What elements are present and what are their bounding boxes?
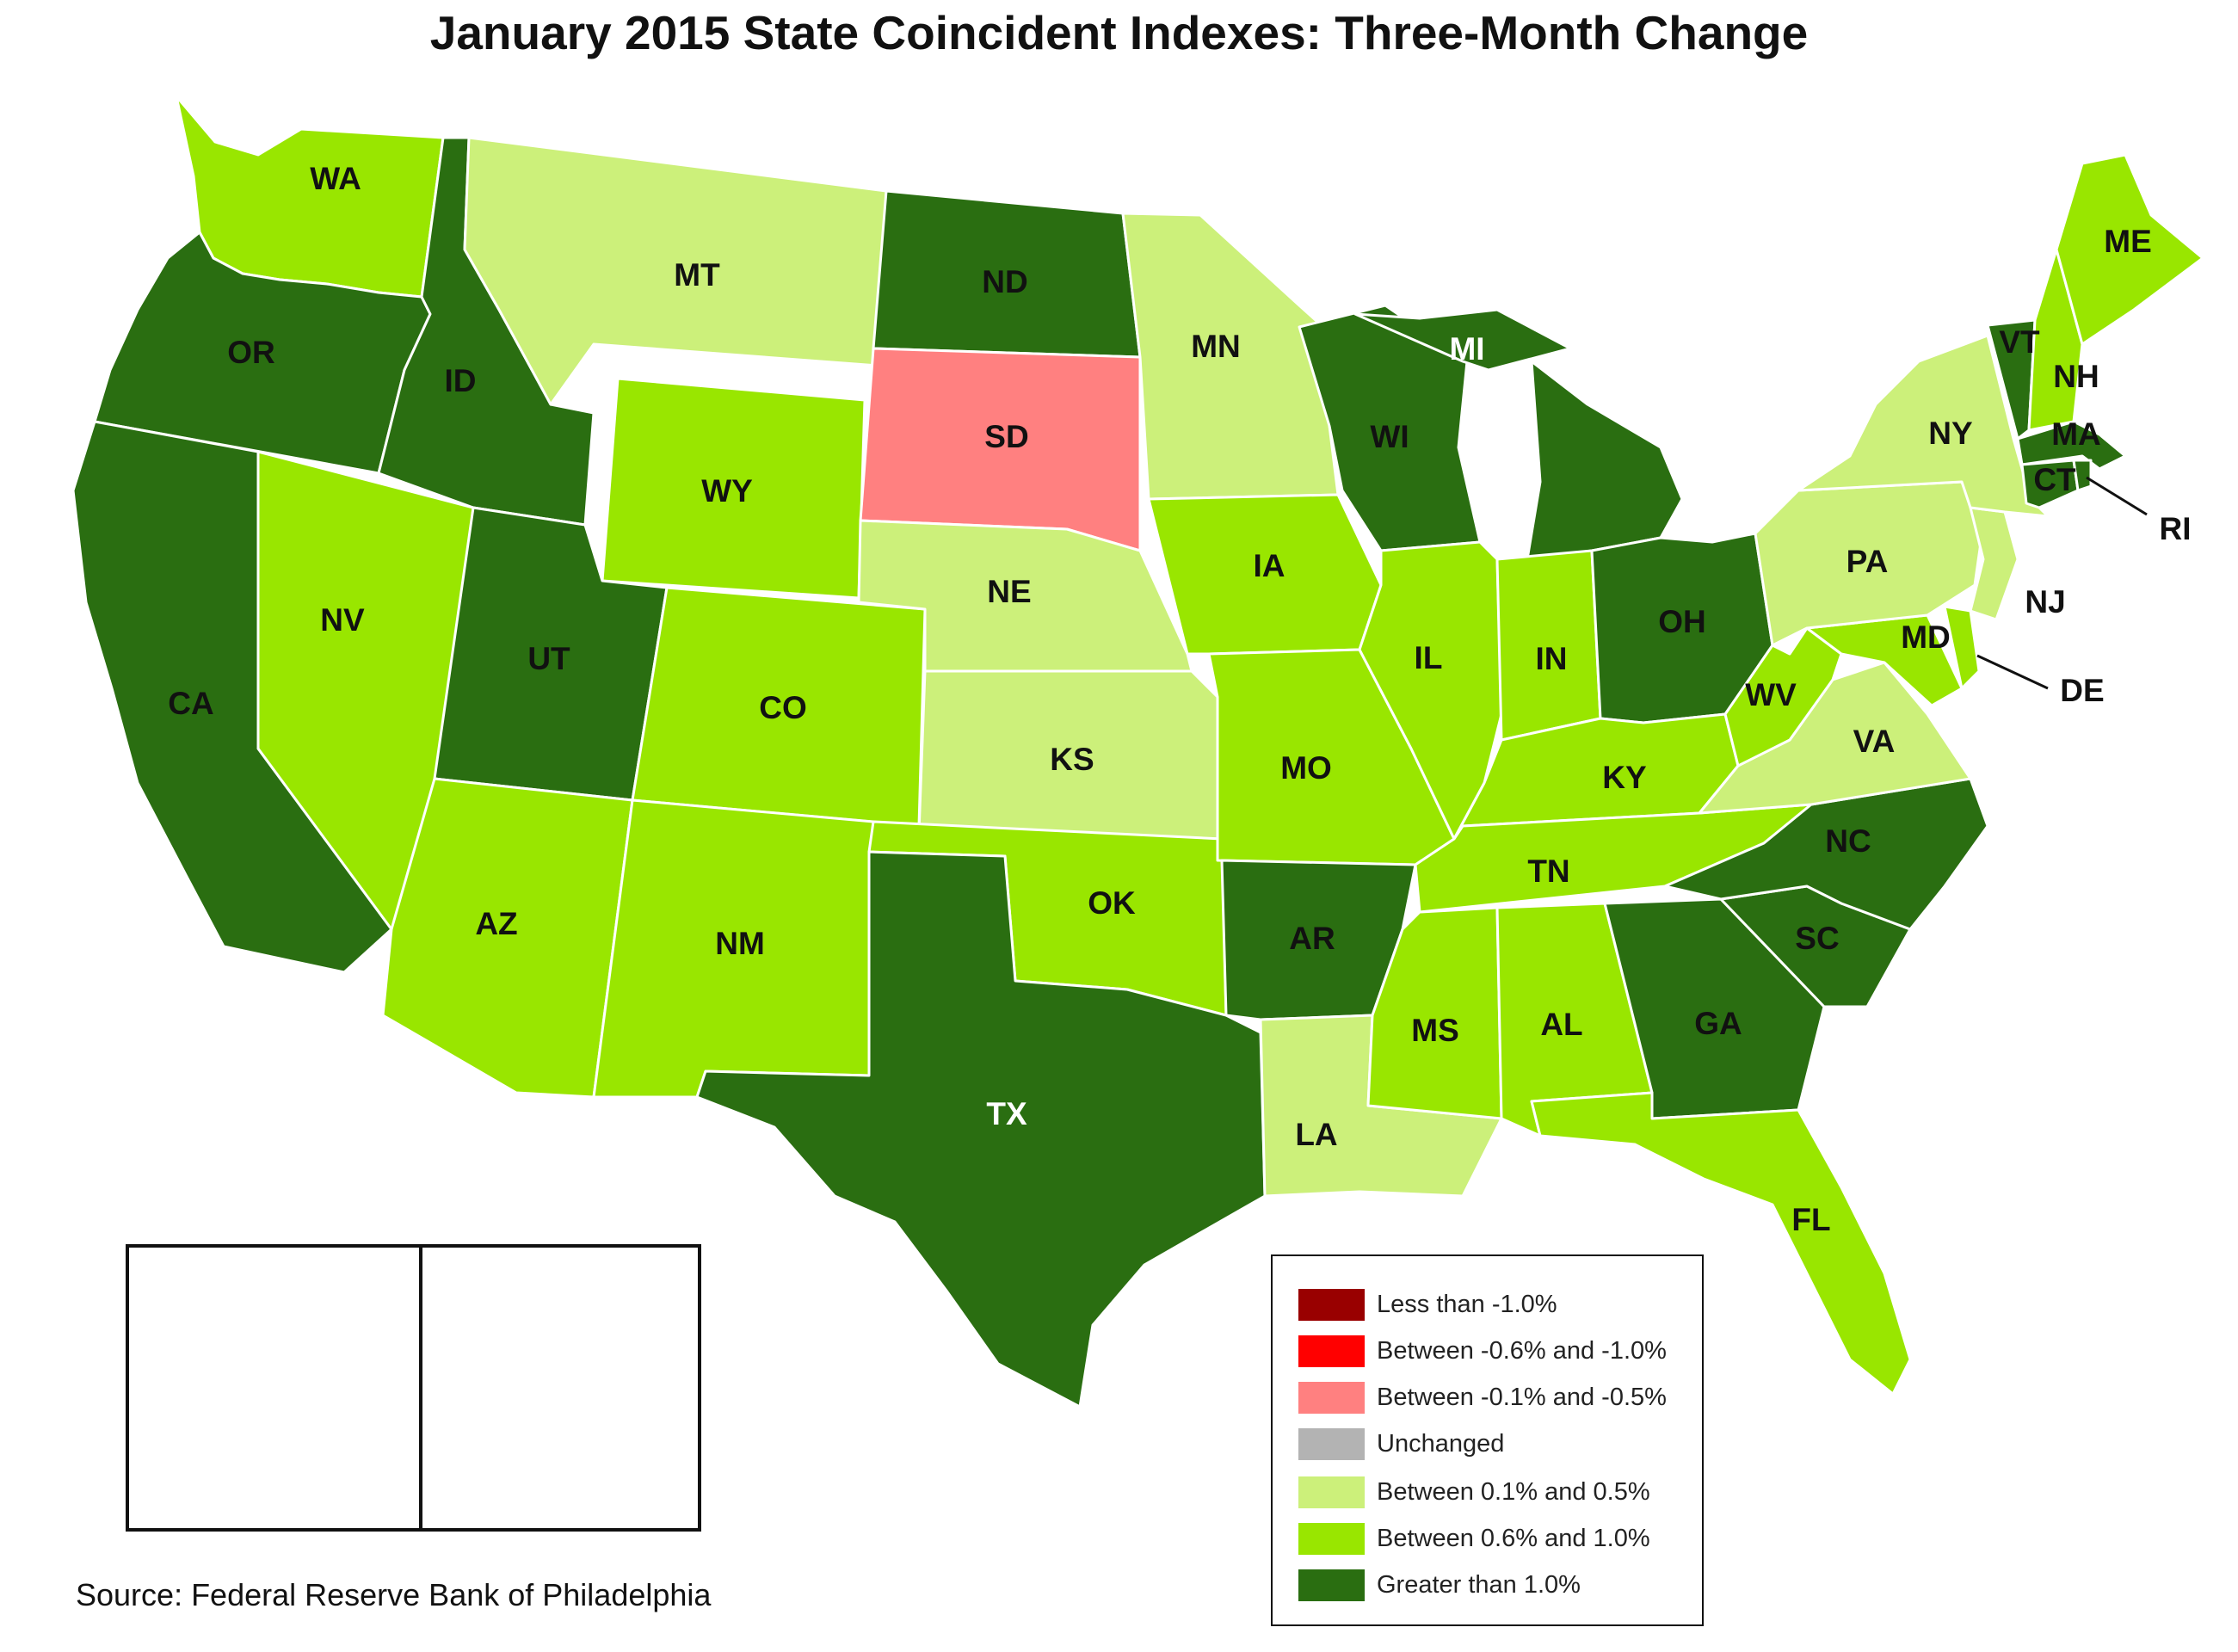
state-label-nv: NV (320, 602, 365, 638)
state-label-sc: SC (1795, 921, 1839, 956)
state-label-nd: ND (982, 264, 1027, 299)
legend-swatch (1298, 1569, 1365, 1601)
state-NC[interactable] (1663, 777, 1989, 931)
state-label-ri: RI (2160, 511, 2192, 546)
state-TX[interactable] (695, 850, 1267, 1409)
state-label-ny: NY (1928, 416, 1973, 451)
state-label-or: OR (227, 335, 275, 370)
state-label-va: VA (1853, 724, 1896, 759)
legend-item: Greater than 1.0% (1298, 1568, 1581, 1602)
state-label-wy: WY (701, 473, 753, 509)
legend-swatch (1298, 1427, 1365, 1460)
state-label-mn: MN (1191, 329, 1241, 364)
state-label-mo: MO (1280, 750, 1332, 786)
legend-swatch (1298, 1381, 1365, 1414)
state-label-me: ME (2104, 224, 2152, 259)
state-label-il: IL (1415, 640, 1443, 675)
legend-label: Greater than 1.0% (1377, 1570, 1581, 1599)
legend-swatch (1298, 1476, 1365, 1508)
state-label-co: CO (759, 690, 807, 725)
legend-item: Between -0.1% and -0.5% (1298, 1380, 1667, 1415)
state-label-sd: SD (984, 419, 1028, 454)
state-label-tn: TN (1527, 854, 1569, 889)
legend-item: Between 0.6% and 1.0% (1298, 1521, 1650, 1556)
state-RI[interactable] (2072, 459, 2093, 492)
state-NH[interactable] (2027, 248, 2084, 432)
state-label-az: AZ (475, 906, 517, 941)
state-label-la: LA (1295, 1117, 1337, 1152)
legend-item: Between 0.1% and 0.5% (1298, 1475, 1650, 1509)
state-label-wv: WV (1745, 677, 1797, 712)
callout-line-de (1976, 654, 2049, 690)
callout-line-ri (2086, 476, 2148, 516)
legend-label: Between 0.6% and 1.0% (1377, 1524, 1650, 1552)
legend: Less than -1.0% Between -0.6% and -1.0% … (1271, 1254, 1704, 1626)
state-label-wi: WI (1370, 419, 1409, 454)
state-label-ma: MA (2051, 416, 2101, 452)
legend-label: Less than -1.0% (1377, 1290, 1557, 1318)
legend-label: Between -0.6% and -1.0% (1377, 1336, 1667, 1365)
state-label-wa: WA (310, 161, 361, 196)
state-label-nc: NC (1825, 823, 1871, 859)
hawaii-inset-box (419, 1244, 701, 1532)
legend-item: Between -0.6% and -1.0% (1298, 1334, 1667, 1368)
state-label-ga: GA (1694, 1006, 1742, 1041)
state-label-ar: AR (1289, 921, 1335, 956)
legend-label: Between 0.1% and 0.5% (1377, 1477, 1650, 1506)
state-CT[interactable] (2020, 459, 2080, 509)
state-MI[interactable] (1526, 360, 1684, 561)
state-label-in: IN (1536, 641, 1568, 676)
state-label-pa: PA (1847, 544, 1889, 579)
legend-swatch (1298, 1335, 1365, 1367)
state-label-id: ID (445, 363, 477, 398)
state-label-oh: OH (1658, 604, 1706, 639)
state-label-ok: OK (1088, 885, 1136, 921)
state-label-mi-upper: MI (1449, 331, 1484, 367)
state-FL[interactable] (1530, 1091, 1912, 1396)
state-label-ks: KS (1050, 742, 1094, 777)
state-label-ut: UT (527, 641, 570, 676)
state-label-nj: NJ (2025, 584, 2065, 620)
state-label-al: AL (1540, 1007, 1582, 1042)
legend-label: Between -0.1% and -0.5% (1377, 1383, 1667, 1411)
state-label-ct: CT (2033, 462, 2076, 497)
state-label-mt: MT (674, 257, 720, 293)
alaska-inset-box (126, 1244, 426, 1532)
state-label-ky: KY (1602, 760, 1647, 795)
legend-label: Unchanged (1377, 1429, 1505, 1458)
state-label-nh: NH (2053, 359, 2099, 394)
state-label-ms: MS (1411, 1013, 1459, 1048)
map-title: January 2015 State Coincident Indexes: T… (429, 6, 1809, 59)
state-ME[interactable] (2055, 153, 2204, 346)
state-label-fl: FL (1791, 1202, 1830, 1237)
state-label-ia: IA (1254, 548, 1285, 583)
state-label-ne: NE (987, 574, 1031, 609)
legend-swatch (1298, 1288, 1365, 1321)
legend-item: Less than -1.0% (1298, 1287, 1557, 1322)
state-label-nm: NM (715, 926, 765, 961)
state-label-tx: TX (986, 1096, 1027, 1131)
state-label-de: DE (2060, 673, 2104, 708)
state-DE[interactable] (1943, 605, 1981, 690)
state-MI-upper[interactable] (1353, 308, 1572, 372)
state-label-ca: CA (168, 686, 213, 721)
source-note: Source: Federal Reserve Bank of Philadel… (76, 1577, 712, 1612)
legend-swatch (1298, 1522, 1365, 1555)
state-label-vt: VT (1999, 324, 2040, 360)
legend-item: Unchanged (1298, 1427, 1504, 1461)
state-label-md: MD (1901, 620, 1951, 655)
